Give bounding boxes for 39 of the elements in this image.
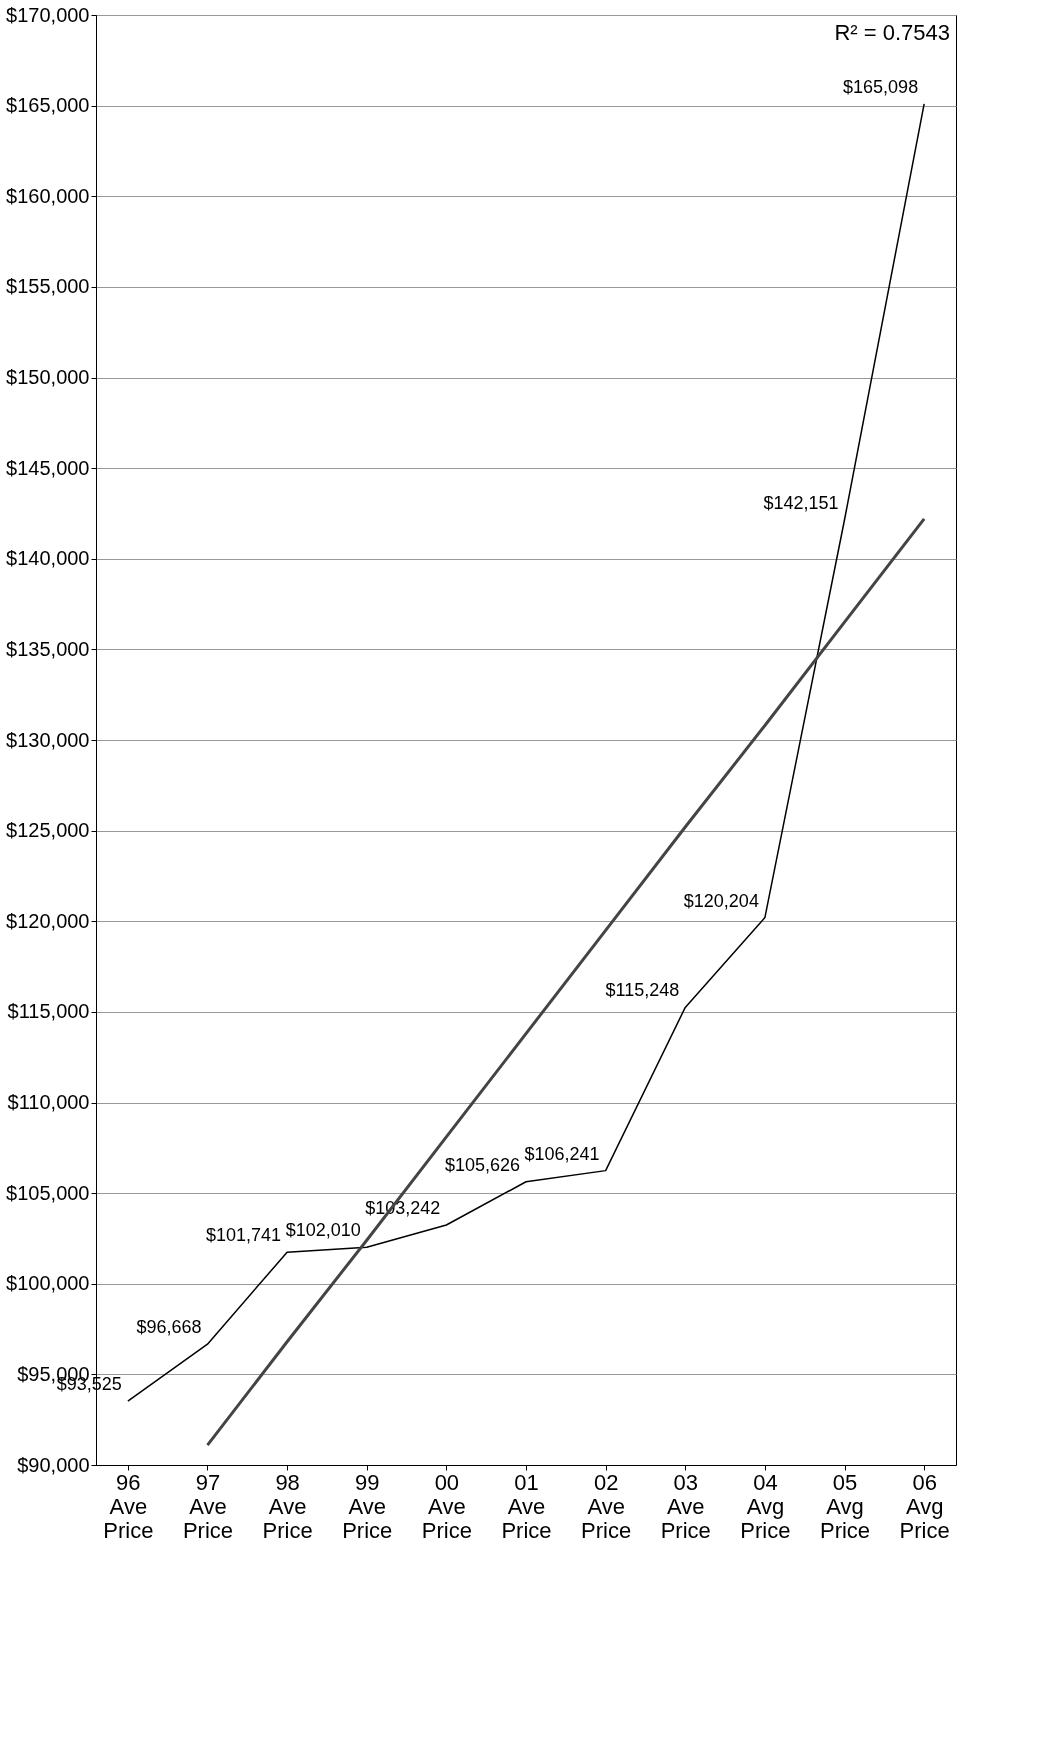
y-tick-label: $135,000: [6, 637, 90, 660]
data-label: $142,151: [763, 492, 839, 513]
y-tick-label: $100,000: [6, 1272, 90, 1295]
data-label: $105,626: [444, 1154, 520, 1175]
y-tick-label: $155,000: [6, 275, 90, 298]
line-series: [127, 103, 925, 1402]
x-tick-label: 03 Ave Price: [660, 1469, 711, 1543]
data-label: $165,098: [843, 76, 919, 97]
y-tick-label: $140,000: [6, 547, 90, 570]
data-label: $120,204: [683, 890, 759, 911]
y-tick-label: $120,000: [6, 909, 90, 932]
data-label: $96,668: [136, 1317, 202, 1338]
y-tick-label: $110,000: [7, 1091, 90, 1113]
y-tick-label: $115,000: [7, 1000, 90, 1023]
x-tick-label: 98 Ave Price: [262, 1469, 313, 1543]
x-tick-label: 96 Ave Price: [103, 1469, 154, 1543]
y-tick-label: $150,000: [6, 366, 90, 388]
y-tick-label: $160,000: [6, 184, 90, 207]
line-series: [205, 517, 926, 1447]
data-label: $115,248: [605, 980, 680, 1001]
x-tick-label: 05 Avg Price: [819, 1469, 871, 1543]
x-tick-label: 06 Avg Price: [899, 1469, 950, 1543]
annotation: R² = 0.7543: [834, 20, 950, 45]
y-tick-label: $90,000: [17, 1453, 90, 1476]
data-label: $102,010: [285, 1220, 361, 1241]
y-tick-label: $105,000: [6, 1181, 90, 1204]
x-tick-label: 97 Ave Price: [182, 1469, 234, 1543]
x-tick-label: 02 Ave Price: [581, 1469, 632, 1543]
x-tick-label: 00 Ave Price: [421, 1469, 472, 1543]
y-tick-label: $125,000: [6, 819, 90, 842]
x-tick-label: 04 Avg Price: [740, 1469, 791, 1543]
y-tick-label: $130,000: [6, 728, 90, 751]
x-tick-label: 01 Ave Price: [501, 1469, 552, 1543]
y-tick-label: $145,000: [6, 456, 90, 479]
y-tick-label: $165,000: [6, 94, 90, 117]
data-label: $101,741: [206, 1225, 282, 1246]
data-label: $106,241: [524, 1143, 600, 1164]
x-tick-label: 99 Ave Price: [342, 1469, 393, 1543]
y-tick-label: $170,000: [6, 3, 90, 26]
